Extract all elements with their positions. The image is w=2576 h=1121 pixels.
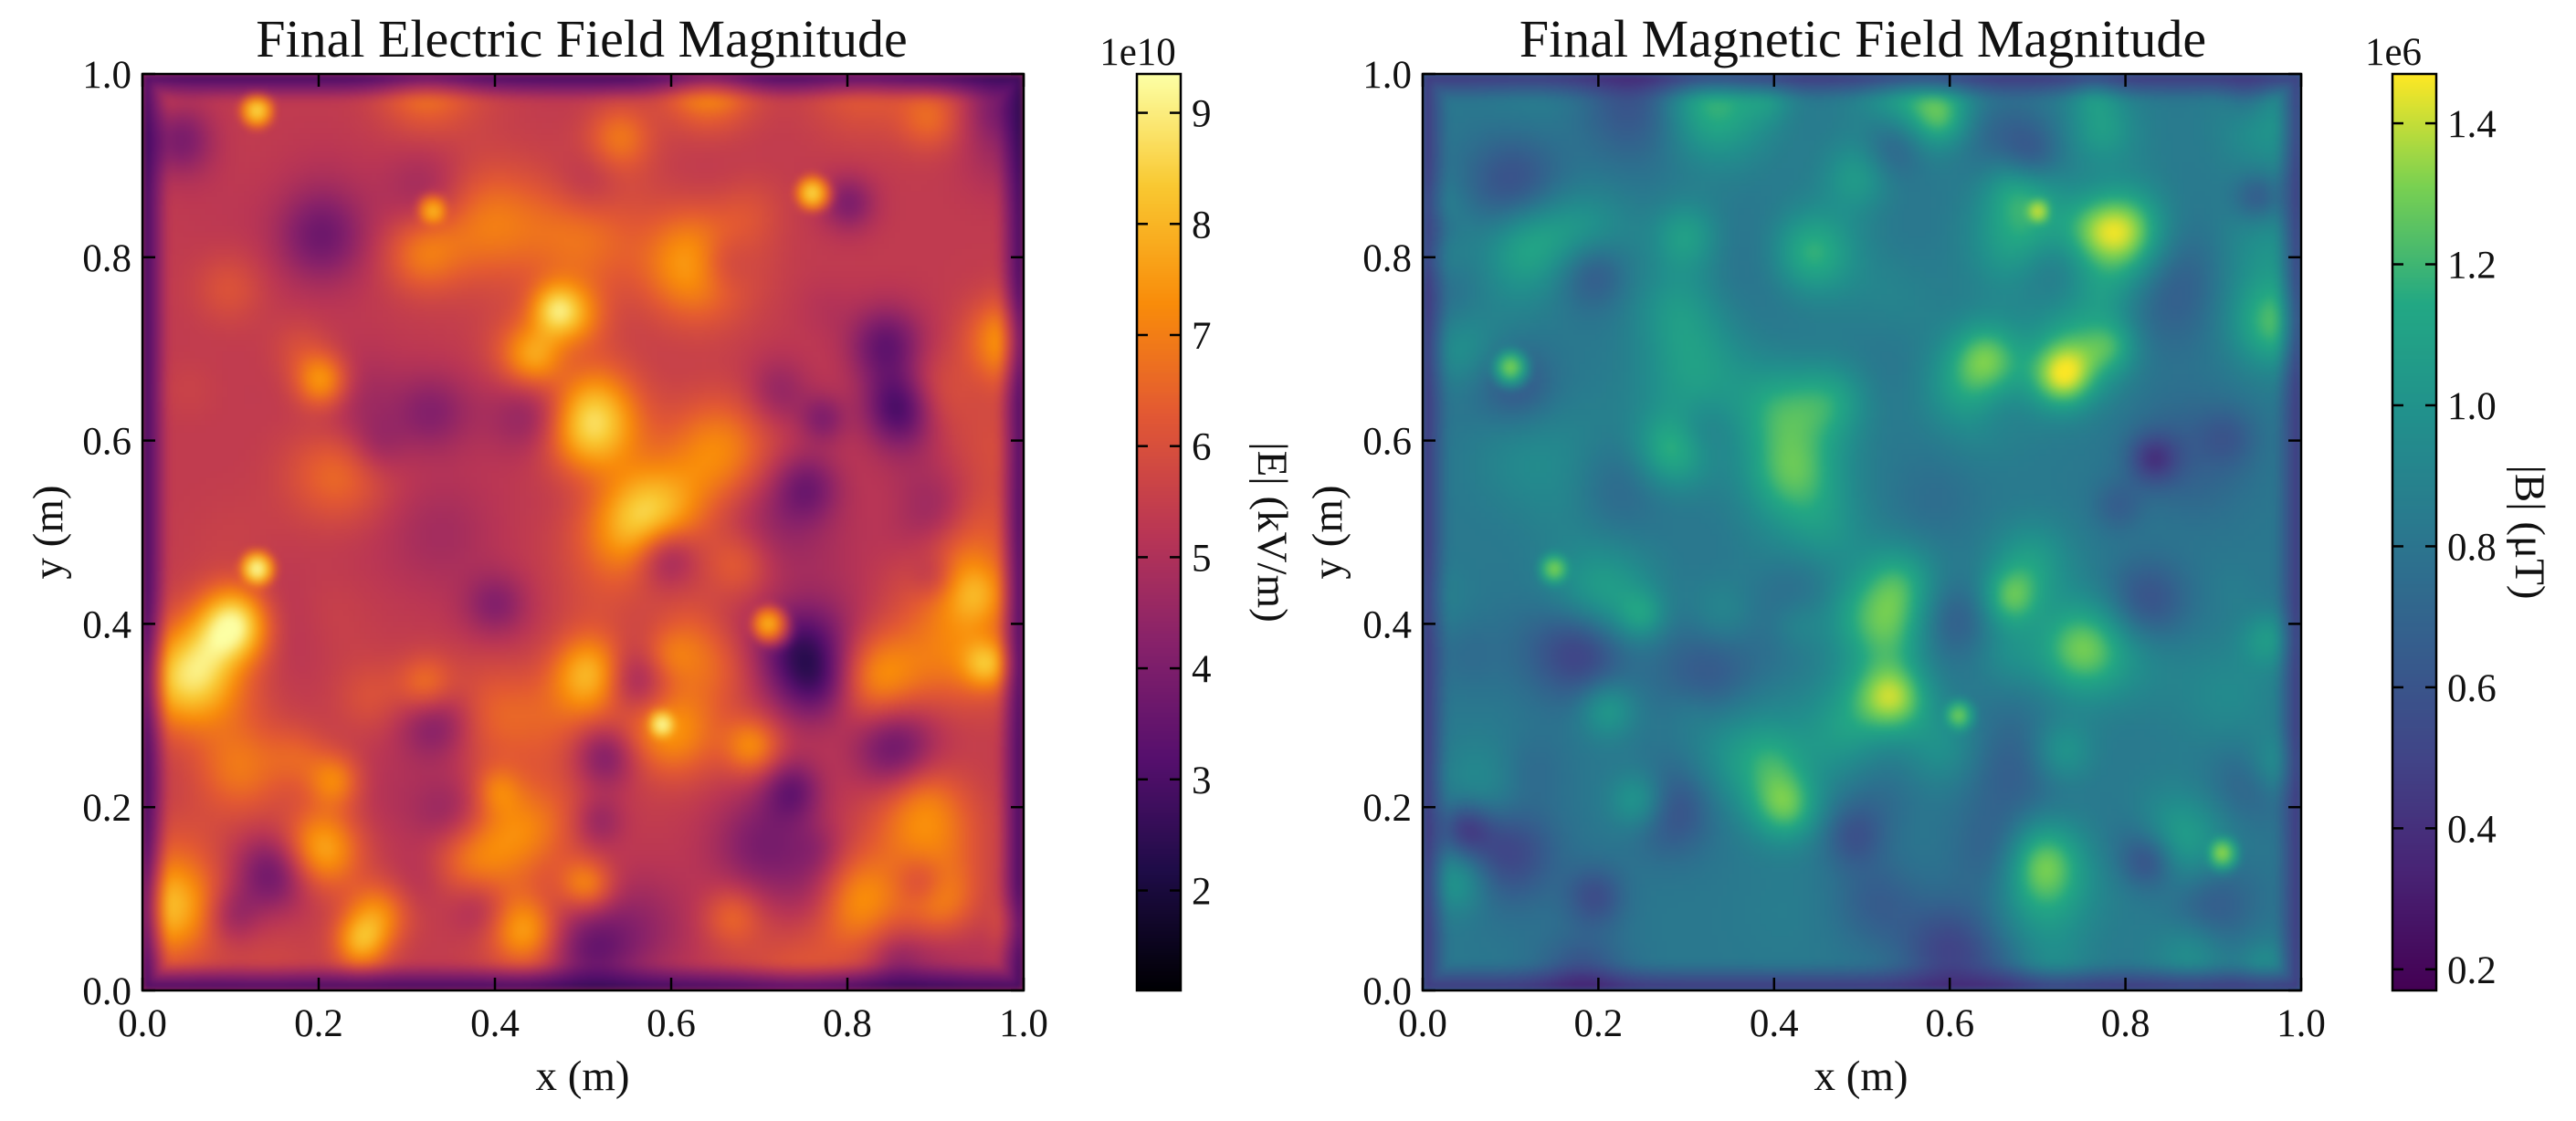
heatmap-image — [1423, 74, 2301, 990]
y-tick-label: 0.4 — [1362, 603, 1412, 646]
colorbar-gradient — [2392, 74, 2436, 990]
colorbar-frame — [2391, 72, 2438, 992]
y-ticks: 0.0 0.2 0.4 0.6 0.8 1.0 — [1362, 54, 2301, 1013]
colorbar-ticks: 0.2 0.4 0.6 0.8 1.0 1.2 1.4 — [2392, 103, 2497, 992]
colorbar-tick-label: 6 — [1192, 426, 1212, 469]
chart-title: Final Magnetic Field Magnitude — [1519, 9, 2206, 68]
colorbar-tick-label: 9 — [1192, 93, 1212, 136]
colorbar-label: |B| (μT) — [2506, 465, 2553, 599]
colorbar-ticks: 2 3 4 5 6 7 8 9 — [1137, 93, 1212, 913]
y-tick-label: 0.4 — [82, 603, 131, 646]
x-tick-label: 0.0 — [118, 1002, 167, 1045]
x-tick-label: 0.8 — [823, 1002, 872, 1045]
x-axis-label: x (m) — [535, 1053, 629, 1100]
colorbar-tick-label: 1.0 — [2447, 385, 2497, 428]
y-tick-label: 0.2 — [1362, 787, 1412, 830]
x-tick-label: 0.4 — [470, 1002, 520, 1045]
colorbar-exponent: 1e6 — [2365, 31, 2422, 74]
chart-title: Final Electric Field Magnitude — [256, 9, 908, 68]
colorbar-tick-label: 3 — [1192, 760, 1212, 802]
x-axis-label: x (m) — [1814, 1053, 1908, 1100]
x-ticks: 0.0 0.2 0.4 0.6 0.8 1.0 — [118, 74, 1048, 1045]
heatmap-image — [142, 74, 1024, 990]
x-tick-label: 1.0 — [2276, 1002, 2326, 1045]
x-tick-label: 0.6 — [1925, 1002, 1974, 1045]
colorbar-tick-label: 1.4 — [2447, 103, 2497, 146]
colorbar-tick-label: 0.2 — [2447, 949, 2497, 992]
y-ticks: 0.0 0.2 0.4 0.6 0.8 1.0 — [82, 54, 1024, 1013]
colorbar-tick-label: 2 — [1192, 870, 1212, 913]
x-tick-label: 0.4 — [1750, 1002, 1799, 1045]
y-tick-label: 1.0 — [82, 54, 131, 97]
colorbar-label: |E| (kV/m) — [1248, 442, 1296, 623]
y-tick-label: 0.2 — [82, 787, 131, 830]
x-tick-label: 0.2 — [1574, 1002, 1624, 1045]
colorbar-tick-label: 7 — [1192, 315, 1212, 358]
colorbar-tick-label: 0.6 — [2447, 667, 2497, 710]
electric-field-panel: Final Electric Field Magnitude 0.0 0.2 0.4… — [25, 9, 1296, 1100]
x-tick-label: 0.6 — [647, 1002, 696, 1045]
y-tick-label: 0.0 — [1362, 970, 1412, 1013]
colorbar-exponent: 1e10 — [1099, 31, 1176, 74]
magnetic-field-panel: Final Magnetic Field Magnitude 0.0 0.2 0.4… — [1304, 9, 2553, 1100]
y-axis-label: y (m) — [25, 485, 72, 579]
y-tick-label: 0.6 — [82, 421, 131, 464]
plot-frame — [1421, 72, 2303, 992]
colorbar-tick-label: 1.2 — [2447, 245, 2497, 288]
colorbar-tick-label: 0.8 — [2447, 526, 2497, 569]
y-tick-label: 1.0 — [1362, 54, 1412, 97]
plot-frame — [141, 72, 1025, 992]
colorbar-tick-label: 5 — [1192, 537, 1212, 580]
x-tick-label: 0.8 — [2101, 1002, 2150, 1045]
x-tick-label: 0.2 — [294, 1002, 343, 1045]
x-tick-label: 0.0 — [1398, 1002, 1447, 1045]
x-tick-label: 1.0 — [999, 1002, 1048, 1045]
y-tick-label: 0.8 — [82, 237, 131, 280]
y-tick-label: 0.6 — [1362, 421, 1412, 464]
y-axis-label: y (m) — [1304, 485, 1351, 579]
colorbar-frame — [1135, 72, 1183, 992]
y-tick-label: 0.8 — [1362, 237, 1412, 280]
colorbar-tick-label: 0.4 — [2447, 808, 2497, 851]
y-tick-label: 0.0 — [82, 970, 131, 1013]
colorbar-gradient — [1137, 74, 1181, 990]
x-ticks: 0.0 0.2 0.4 0.6 0.8 1.0 — [1398, 74, 2326, 1045]
colorbar-tick-label: 8 — [1192, 204, 1212, 246]
colorbar-tick-label: 4 — [1192, 648, 1212, 691]
